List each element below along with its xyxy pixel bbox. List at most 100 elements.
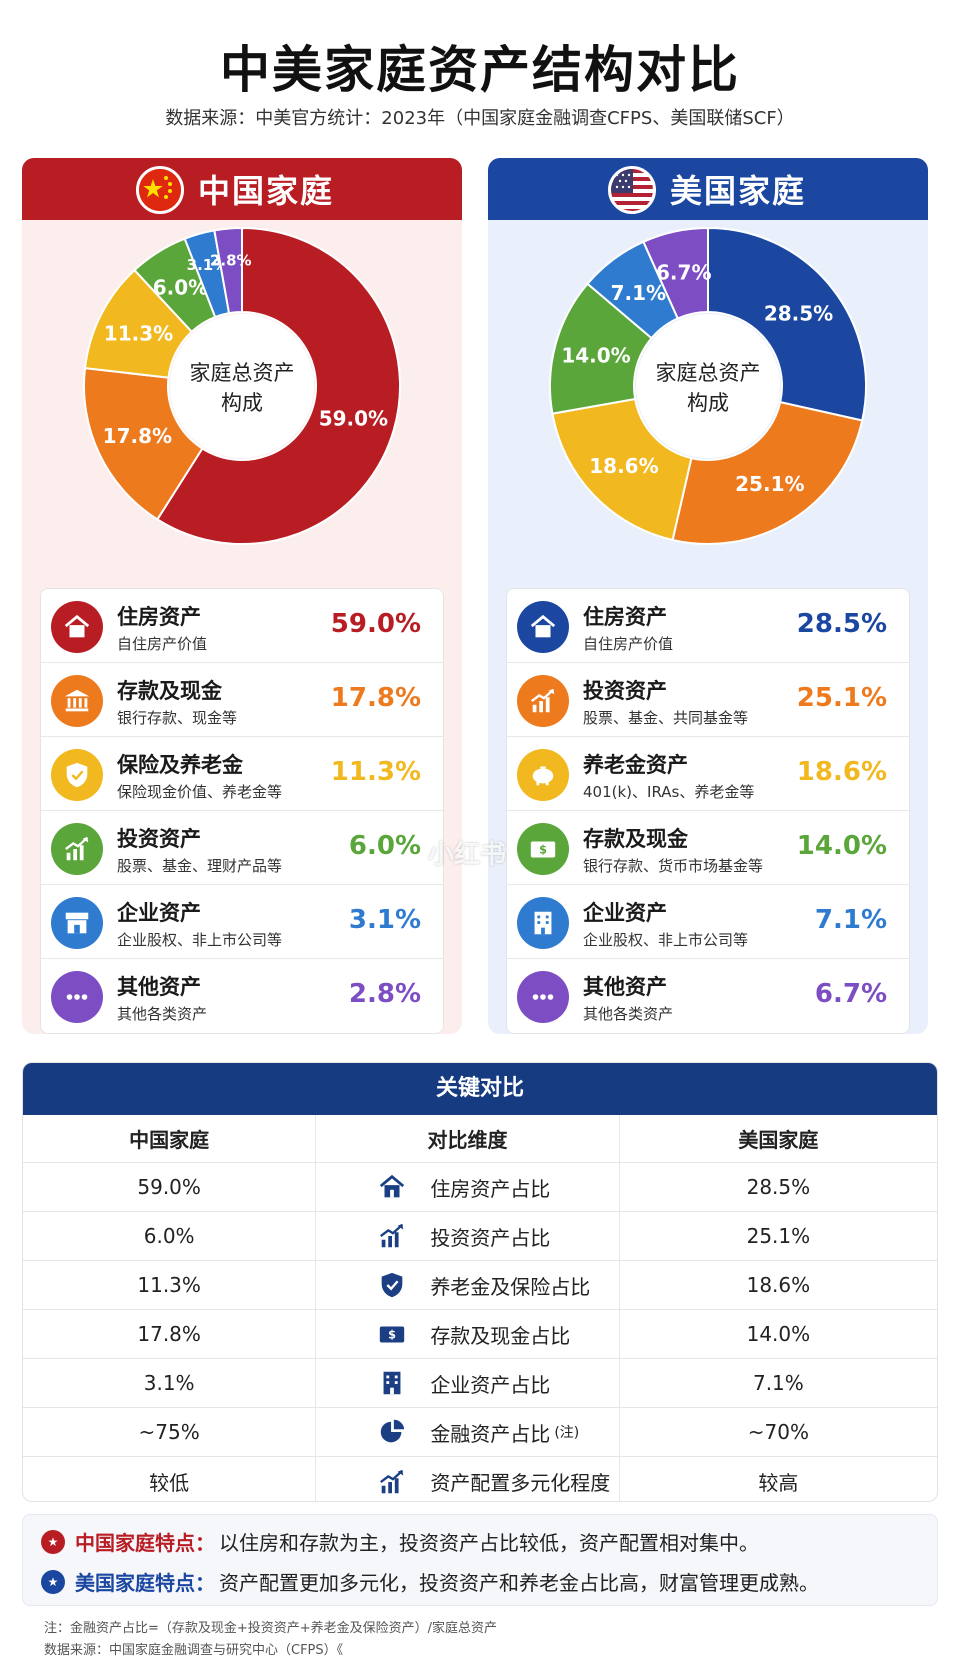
comparison-row: 17.8% $ 存款及现金占比 14.0%	[23, 1310, 937, 1359]
china-center-label-2: 构成	[221, 391, 263, 415]
china-slice-label-4: 6.0%	[153, 276, 208, 300]
footnote-source: 数据来源：中国家庭金融调查与研究中心（CFPS）《	[44, 1643, 344, 1658]
china-asset-list: 住房资产 自住房产价值 59.0% 存款及现金 银行存款、现金等 17.8% 保险及养老金保…	[40, 588, 444, 1034]
china-feature-row: ★ 中国家庭特点： 以住房和存款为主，投资资产占比较低，资产配置相对集中。	[41, 1527, 759, 1556]
china-asset-desc: 自住房产价值	[117, 635, 208, 653]
header-china: 中国家庭	[23, 1115, 317, 1162]
china-asset-pct: 17.8%	[330, 683, 421, 713]
usa-asset-item: $ 存款及现金 银行存款、货币市场基金等 14.0%	[507, 811, 909, 885]
house-icon	[517, 601, 569, 653]
china-flag-icon	[136, 166, 184, 214]
dimension-cell: 金融资产占比 (注)	[316, 1408, 620, 1456]
store-icon	[51, 897, 103, 949]
china-asset-desc: 保险现金价值、养老金等	[117, 783, 283, 801]
china-value: 59.0%	[23, 1163, 317, 1211]
china-value: 11.3%	[23, 1261, 317, 1309]
usa-asset-desc: 股票、基金、共同基金等	[583, 709, 749, 727]
usa-feature-row: ★ 美国家庭特点： 资产配置更加多元化，投资资产和养老金占比高，财富管理更成熟。	[41, 1567, 819, 1596]
comparison-title: 关键对比	[23, 1063, 937, 1115]
usa-slice-label-6: 6.7%	[656, 261, 711, 285]
usa-panel: 美国家庭 28.5% 25.1% 18.6% 14.0% 7.1% 6.7% 家庭总资产构成…	[488, 158, 928, 1034]
china-value: 3.1%	[23, 1359, 317, 1407]
china-feature-text: 以住房和存款为主，投资资产占比较低，资产配置相对集中。	[219, 1531, 759, 1555]
usa-slice-label-3: 18.6%	[589, 454, 658, 478]
usa-asset-pct: 28.5%	[796, 609, 887, 639]
china-slice-2	[83, 367, 204, 521]
china-asset-name: 存款及现金	[117, 679, 222, 703]
usa-asset-item: 养老金资产 401(k)、IRAs、养老金等 18.6%	[507, 737, 909, 811]
comparison-table: 关键对比 中国家庭 对比维度 美国家庭 59.0% 住房资产占比 28.5% 6.0%…	[22, 1062, 938, 1502]
usa-slice-6	[642, 226, 709, 320]
dots-icon	[517, 971, 569, 1023]
china-panel-header: 中国家庭	[22, 158, 462, 220]
dimension-cell: 住房资产占比	[316, 1163, 620, 1211]
comparison-row: 较低 资产配置多元化程度 较高	[23, 1457, 937, 1501]
china-asset-item: 投资资产 股票、基金、理财产品等 6.0%	[41, 811, 443, 885]
dimension-label: 存款及现金占比	[430, 1323, 571, 1348]
usa-center-label-1: 家庭总资产	[656, 361, 761, 385]
usa-slice-label-1: 28.5%	[764, 301, 833, 325]
dimension-label: 金融资产占比	[430, 1421, 551, 1446]
page-subtitle: 数据来源：中美官方统计：2023年（中国家庭金融调查CFPS、美国联储SCF）	[165, 108, 795, 129]
china-slice-6	[213, 226, 243, 315]
usa-asset-pct: 7.1%	[814, 905, 887, 935]
bank-icon	[51, 675, 103, 727]
usa-value: 7.1%	[752, 1371, 804, 1395]
usa-asset-pct: 25.1%	[796, 683, 887, 713]
svg-text:$: $	[388, 1329, 396, 1342]
china-asset-pct: 59.0%	[330, 609, 421, 639]
usa-feature-text: 资产配置更加多元化，投资资产和养老金占比高，财富管理更成熟。	[219, 1571, 819, 1595]
china-asset-item: 保险及养老金保险现金价值、养老金等 11.3%	[41, 737, 443, 811]
dimension-cell: $ 存款及现金占比	[316, 1310, 620, 1358]
usa-slice-label-2: 25.1%	[735, 472, 804, 496]
china-heading: 中国家庭	[198, 172, 335, 210]
usa-asset-item: 企业资产 企业股权、非上市公司等 7.1%	[507, 885, 909, 959]
dimension-label: 养老金及保险占比	[430, 1274, 591, 1299]
usa-donut-center	[636, 314, 780, 458]
china-asset-item: 住房资产 自住房产价值 59.0%	[41, 589, 443, 663]
usa-value: ~70%	[747, 1420, 809, 1444]
shield-icon	[376, 1269, 408, 1301]
china-asset-pct: 11.3%	[330, 757, 421, 787]
usa-value: 18.6%	[746, 1273, 811, 1297]
dimension-cell: 养老金及保险占比	[316, 1261, 620, 1309]
usa-value: 28.5%	[746, 1175, 811, 1199]
comparison-row: 59.0% 住房资产占比 28.5%	[23, 1163, 937, 1212]
usa-asset-name: 住房资产	[583, 605, 667, 629]
china-asset-item: 存款及现金银行存款、现金等 17.8%	[41, 663, 443, 737]
svg-text:$: $	[539, 844, 547, 857]
usa-asset-name: 企业资产	[583, 901, 667, 925]
cash-icon: $	[376, 1318, 408, 1350]
china-slice-label-5: 3.1%	[187, 256, 229, 274]
usa-asset-item: 其他资产 其他各类资产 6.7%	[507, 959, 909, 1033]
china-value: 较低	[23, 1457, 317, 1501]
china-asset-name: 企业资产	[117, 901, 201, 925]
dimension-cell: 投资资产占比	[316, 1212, 620, 1260]
china-asset-pct: 3.1%	[348, 905, 421, 935]
house-icon	[376, 1171, 408, 1203]
china-asset-name: 保险及养老金	[117, 753, 243, 777]
comparison-row: 11.3% 养老金及保险占比 18.6%	[23, 1261, 937, 1310]
usa-asset-pct: 6.7%	[814, 979, 887, 1009]
usa-asset-pct: 14.0%	[796, 831, 887, 861]
china-value: ~75%	[23, 1408, 317, 1456]
comparison-row: 6.0% 投资资产占比 25.1%	[23, 1212, 937, 1261]
usa-center-label-2: 构成	[687, 391, 729, 415]
usa-asset-desc: 401(k)、IRAs、养老金等	[583, 783, 755, 801]
usa-value: 25.1%	[746, 1224, 811, 1248]
china-asset-desc: 银行存款、现金等	[117, 709, 238, 727]
usa-panel-header: 美国家庭	[488, 158, 928, 220]
china-asset-name: 其他资产	[117, 975, 201, 999]
usa-slice-3	[551, 397, 693, 542]
features-box: ★ 中国家庭特点： 以住房和存款为主，投资资产占比较低，资产配置相对集中。 ★ …	[22, 1514, 938, 1606]
china-slice-label-3: 11.3%	[104, 322, 173, 346]
dimension-label: 投资资产占比	[430, 1225, 551, 1250]
dimension-label: 住房资产占比	[430, 1176, 551, 1201]
china-slice-label-1: 59.0%	[319, 406, 388, 430]
footnote-formula: 注：金融资产占比=（存款及现金+投资资产+养老金及保险资产）/家庭总资产	[44, 1621, 498, 1636]
usa-asset-item: 投资资产 股票、基金、共同基金等 25.1%	[507, 663, 909, 737]
dots-icon	[51, 971, 103, 1023]
usa-heading: 美国家庭	[670, 172, 807, 210]
chart-up-icon	[376, 1220, 408, 1252]
